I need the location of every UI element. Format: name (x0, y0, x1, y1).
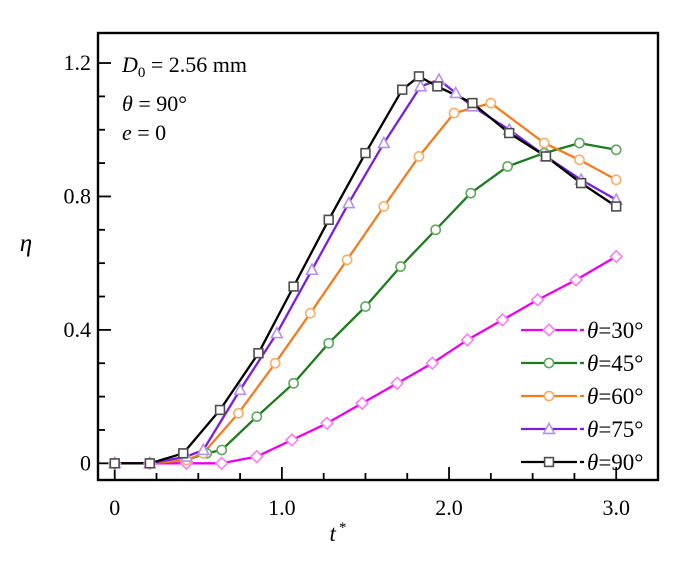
series-marker-theta=60° (448, 107, 460, 119)
series-marker-theta=90° (611, 201, 622, 212)
series-marker-theta=75° (196, 442, 211, 456)
series-marker-theta=30° (214, 456, 229, 471)
series-marker-theta=60° (610, 174, 622, 186)
series-marker-theta=90° (178, 448, 189, 459)
series-marker-theta=30° (569, 272, 584, 287)
series-marker-theta=60° (378, 201, 390, 212)
y-tick-label: 1.2 (64, 50, 92, 75)
series-marker-theta=90° (413, 71, 425, 82)
series-marker-theta=30° (609, 249, 624, 264)
series-marker-theta=90° (360, 147, 371, 159)
series-marker-theta=30° (390, 376, 405, 391)
legend-marker-theta=90° (543, 456, 555, 468)
series-marker-theta=90° (467, 97, 478, 109)
series-marker-theta=30° (425, 356, 440, 371)
series-marker-theta=45° (465, 187, 477, 199)
series-marker-theta=30° (495, 312, 510, 327)
series-marker-theta=60° (304, 307, 316, 319)
series-marker-theta=75° (448, 85, 463, 99)
series-marker-theta=60° (233, 407, 244, 419)
series-marker-theta=45° (216, 444, 228, 456)
annotation: e = 0 (122, 120, 166, 145)
series-marker-theta=30° (530, 292, 545, 307)
series-marker-theta=90° (288, 281, 299, 292)
series-marker-theta=75° (270, 325, 284, 339)
series-marker-theta=45° (395, 261, 406, 272)
legend-marker-theta=45° (543, 357, 555, 369)
series-marker-theta=75° (305, 262, 319, 276)
series-marker-theta=75° (342, 195, 356, 209)
series-marker-theta=90° (575, 177, 587, 189)
series-marker-theta=45° (574, 137, 585, 149)
legend-marker-theta=75° (542, 421, 556, 435)
legend-label-theta=90°: θ=90° (587, 450, 643, 475)
series-marker-theta=60° (485, 97, 497, 109)
legend-label-theta=60°: θ=60° (587, 384, 643, 409)
series-marker-theta=30° (320, 416, 334, 431)
legend-label-theta=75°: θ=75° (587, 417, 643, 442)
x-tick-label: 1.0 (268, 495, 296, 520)
series-marker-theta=45° (610, 144, 622, 156)
series-marker-theta=90° (214, 404, 226, 416)
series-marker-theta=60° (413, 151, 425, 162)
series-marker-theta=60° (538, 137, 550, 149)
series-marker-theta=75° (377, 135, 391, 149)
y-tick-label: 0 (80, 450, 91, 475)
series-line-theta=30° (113, 255, 618, 465)
y-tick-label: 0.8 (64, 183, 92, 208)
y-tick-label: 0.4 (64, 317, 92, 342)
y-axis-title: η (20, 230, 32, 257)
legend-label-theta=45°: θ=45° (587, 351, 643, 376)
series-marker-theta=45° (251, 411, 263, 423)
series-marker-theta=45° (288, 377, 299, 389)
series-marker-theta=45° (502, 161, 513, 172)
series-marker-theta=90° (504, 127, 515, 139)
x-tick-label: 0 (109, 495, 120, 520)
series-marker-theta=45° (360, 301, 371, 312)
series-marker-theta=90° (432, 81, 443, 92)
series-marker-theta=90° (109, 458, 120, 469)
series-marker-theta=30° (355, 396, 370, 411)
legend-marker-theta=30° (542, 323, 556, 337)
series-marker-theta=30° (284, 433, 299, 447)
plot-frame (96, 31, 660, 482)
annotation: D0 = 2.56 mm (121, 52, 247, 81)
x-tick-label: 2.0 (435, 495, 463, 520)
x-axis-title: t * (330, 520, 347, 546)
series-marker-theta=90° (540, 151, 552, 162)
series-marker-theta=30° (460, 332, 475, 347)
series-marker-theta=60° (341, 254, 353, 266)
series-line-theta=90° (113, 75, 618, 465)
x-tick-label: 3.0 (602, 495, 630, 520)
series-marker-theta=45° (323, 337, 335, 349)
legend-label-theta=30°: θ=30° (587, 318, 643, 343)
series-marker-theta=60° (269, 357, 281, 369)
series-marker-theta=75° (233, 382, 247, 396)
series-marker-theta=75° (413, 79, 428, 92)
series-marker-theta=60° (574, 154, 585, 166)
series-marker-theta=30° (249, 449, 264, 464)
series-marker-theta=45° (430, 224, 442, 236)
series-marker-theta=90° (397, 84, 408, 95)
legend-marker-theta=60° (543, 390, 555, 402)
series-marker-theta=90° (144, 458, 156, 469)
annotation: θ = 90° (122, 91, 187, 116)
series-marker-theta=90° (253, 348, 264, 359)
series-marker-theta=90° (323, 214, 334, 226)
